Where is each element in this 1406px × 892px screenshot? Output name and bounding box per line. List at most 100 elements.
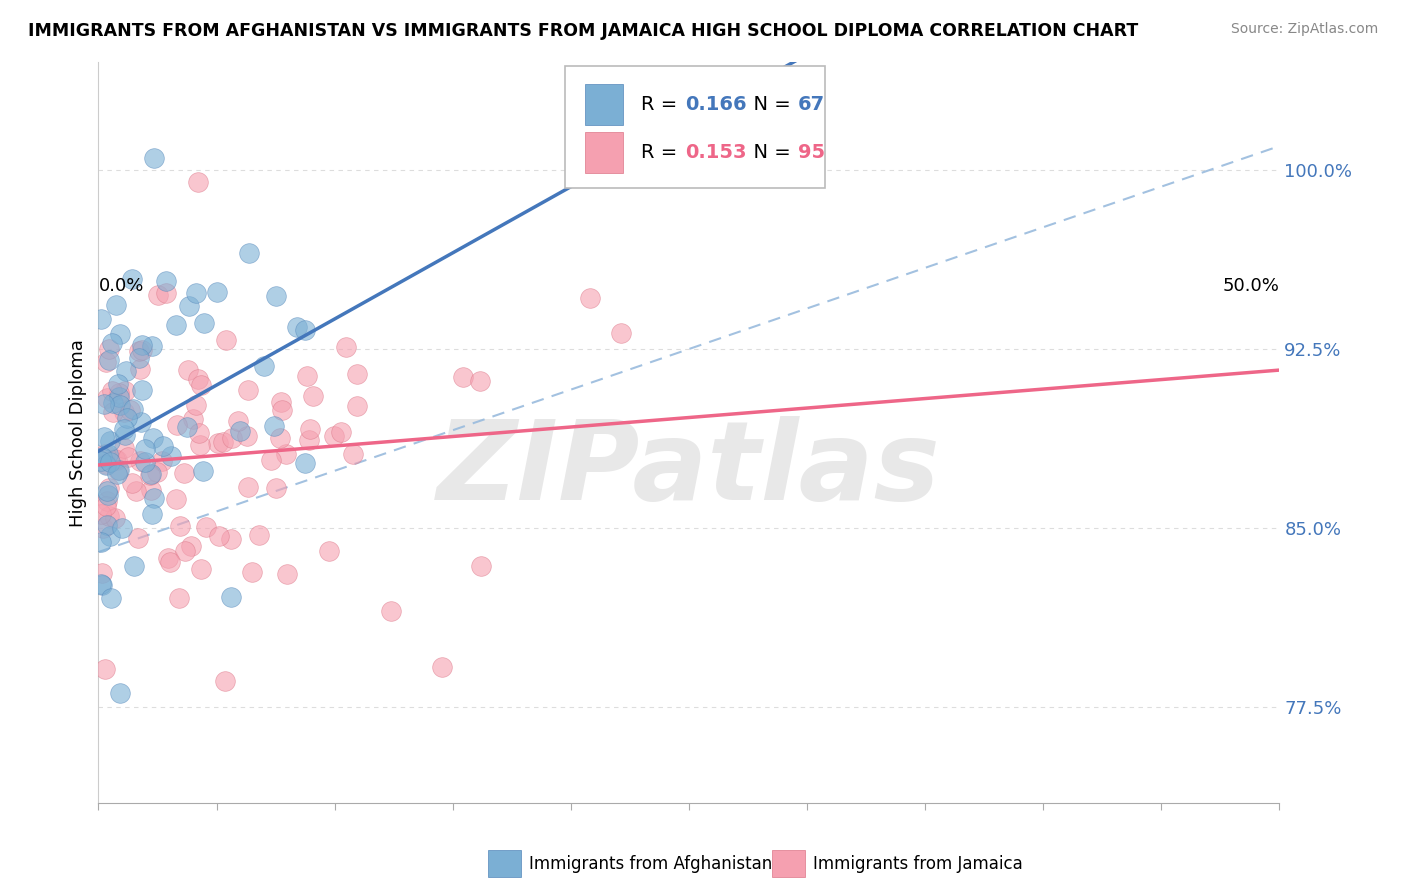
Point [176, 419, 198, 434]
Point [160, 449, 183, 463]
Point [90, 535, 112, 549]
Point [177, 363, 200, 377]
Point [229, 424, 252, 438]
Point [156, 551, 179, 566]
Point [105, 298, 128, 312]
Point [302, 389, 325, 403]
Point [221, 590, 243, 604]
Point [269, 431, 291, 445]
Point [90, 566, 112, 581]
Point [120, 402, 142, 417]
Point [139, 468, 162, 483]
Point [274, 447, 297, 461]
Point [100, 591, 122, 606]
Point [380, 604, 402, 618]
Point [100, 434, 122, 448]
Point [247, 528, 270, 542]
Point [141, 467, 163, 481]
Point [236, 383, 259, 397]
Point [174, 543, 197, 558]
Point [110, 686, 132, 700]
Point [432, 659, 454, 673]
Point [121, 475, 143, 490]
Point [134, 442, 156, 456]
Point [91, 450, 114, 464]
Point [129, 453, 152, 467]
Bar [585, 84, 623, 125]
Point [143, 151, 166, 165]
Bar [585, 132, 623, 173]
Point [96, 499, 118, 513]
Point [127, 531, 149, 545]
Text: Immigrants from Afghanistan: Immigrants from Afghanistan [530, 855, 773, 872]
Bar [772, 850, 804, 877]
Point [111, 521, 134, 535]
Point [146, 288, 169, 302]
Point [141, 339, 163, 353]
Text: Immigrants from Jamaica: Immigrants from Jamaica [813, 855, 1022, 872]
Point [287, 320, 309, 334]
Point [96, 391, 118, 405]
Y-axis label: High School Diploma: High School Diploma [69, 339, 87, 526]
Point [221, 431, 243, 445]
Point [128, 344, 150, 359]
Point [94, 447, 117, 461]
Point [181, 412, 204, 426]
Point [108, 463, 131, 477]
Point [93, 662, 115, 676]
Point [131, 338, 153, 352]
Point [169, 519, 191, 533]
Point [194, 519, 217, 533]
Text: R =: R = [641, 95, 683, 114]
Text: 0.0%: 0.0% [98, 277, 143, 295]
Point [100, 455, 122, 469]
Point [112, 404, 135, 418]
Point [346, 400, 368, 414]
Point [298, 422, 321, 436]
Point [96, 493, 118, 508]
Point [90, 577, 112, 591]
Point [240, 565, 263, 579]
Point [208, 528, 231, 542]
Point [98, 352, 121, 367]
Point [131, 343, 153, 357]
Point [451, 370, 474, 384]
Point [101, 396, 124, 410]
Point [205, 285, 228, 300]
Point [179, 299, 201, 313]
Point [103, 405, 125, 419]
Point [184, 285, 207, 300]
Point [238, 245, 260, 260]
Text: ZIPatlas: ZIPatlas [437, 417, 941, 523]
Point [335, 340, 357, 354]
Point [94, 458, 117, 472]
Point [159, 555, 181, 569]
Point [104, 510, 127, 524]
Point [221, 533, 243, 547]
Point [91, 521, 114, 535]
Point [155, 286, 177, 301]
Point [191, 464, 214, 478]
Point [128, 351, 150, 365]
Point [578, 292, 600, 306]
Point [470, 558, 492, 573]
Text: N =: N = [741, 143, 797, 162]
Point [155, 274, 177, 288]
Point [100, 336, 122, 351]
Point [114, 384, 136, 398]
Point [131, 383, 153, 397]
Point [107, 376, 129, 391]
Point [276, 566, 298, 581]
Point [214, 333, 236, 347]
Point [97, 481, 120, 495]
Point [125, 484, 148, 499]
Point [187, 175, 209, 189]
Point [97, 342, 120, 356]
Point [270, 394, 292, 409]
Point [121, 402, 143, 417]
Point [105, 467, 128, 481]
Point [93, 397, 115, 411]
Point [98, 529, 121, 543]
Point [114, 427, 136, 442]
Point [271, 402, 294, 417]
